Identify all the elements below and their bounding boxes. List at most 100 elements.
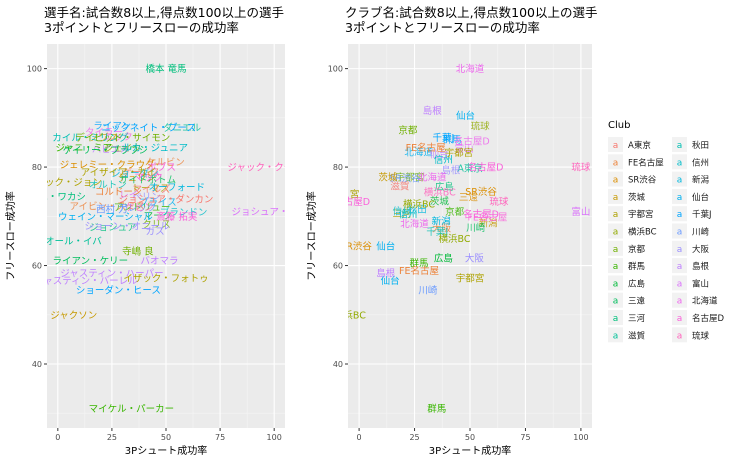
legend-key: a <box>613 314 619 324</box>
x-tick-label: 100 <box>573 433 588 442</box>
overplot-label: ケルビン <box>147 157 185 168</box>
point-label: アイザイア・カイ <box>81 168 157 179</box>
legend-item: a 茨城 <box>608 188 646 204</box>
point-label: ジョシュア・ダンカン <box>119 194 214 206</box>
legend-label: 大阪 <box>692 244 710 255</box>
legend-label: 川崎 <box>692 227 710 238</box>
legend-key-bg <box>672 275 687 291</box>
legend-label: A東京 <box>628 140 651 151</box>
point-label: ジェレミー・クラウダー <box>60 159 165 171</box>
overplot-label: アンドリュー <box>114 203 171 214</box>
x-axis-label: 3Pシュート成功率 <box>429 444 511 457</box>
point-label: ジャスティン・ハーパー <box>60 268 163 279</box>
label-layer: 滋賀大阪三遠新潟三河琉球宇都宮京都茨城川崎広島A東京千葉J信州秋田北海道群馬SR… <box>343 63 591 415</box>
legend-label: 滋賀 <box>628 330 646 341</box>
point-label: カイル・ミリング <box>52 132 129 144</box>
y-tick-label: 40 <box>32 360 42 369</box>
point-label: 群馬 <box>427 403 446 415</box>
legend-item: a 新潟 <box>672 171 710 187</box>
point-label: 島根 <box>376 267 396 279</box>
y-tick-label: 100 <box>27 65 42 74</box>
point-label: 京都 <box>398 125 418 137</box>
overplot-label: ブランドン <box>160 207 208 219</box>
overplot-label: 宇都宮 <box>396 171 425 183</box>
overplot-label: アイビン・スミス <box>69 202 145 213</box>
legend-label: 琉球 <box>692 330 710 341</box>
point-label: 千葉J <box>432 132 454 144</box>
legend-label: 信州 <box>692 157 709 168</box>
legend-label: 広島 <box>628 278 646 289</box>
y-tick-label: 80 <box>32 163 42 172</box>
point-label: 大阪 <box>465 253 485 265</box>
overplot-label: ダニエル <box>163 122 202 134</box>
overplot-label: 大阪 <box>432 223 452 235</box>
point-label: 信州 <box>434 154 453 166</box>
point-label: 琉球 <box>571 162 591 174</box>
overplot-label: 広島 <box>435 181 454 193</box>
overplot-label: FE名古屋 <box>467 212 507 224</box>
point-label: ジャック・クーリー <box>227 163 312 174</box>
point-label: 横浜BC <box>438 233 470 245</box>
overplot-label: クリス <box>142 220 171 231</box>
legend-key-bg <box>608 206 623 222</box>
overplot-label: ハビエル <box>92 144 131 155</box>
legend-key: a <box>613 331 619 341</box>
legend-key: a <box>677 314 683 324</box>
legend-item: a 三遠 <box>608 292 646 308</box>
legend-label: 仙台 <box>692 192 709 203</box>
chart-title-line: クラブ名:試合数8以上,得点数100以上の選手 <box>345 5 598 20</box>
point-label: リック・ジョン <box>35 177 101 188</box>
legend-key: a <box>613 210 619 220</box>
legend-key-bg <box>608 171 623 187</box>
legend-key: a <box>613 297 619 307</box>
point-label: 宮 <box>350 189 360 201</box>
legend-label: 群馬 <box>628 261 645 272</box>
legend: Club a A東京 a FE名古屋 a SR渋谷 a 茨城 a 宇都宮 a 横浜BC a 京都 a 群馬 a 広島… <box>608 120 725 343</box>
point-label: 信州 <box>398 208 417 220</box>
legend-key-bg <box>672 292 687 308</box>
point-label: マイケル・パーカー <box>89 404 175 415</box>
legend-key: a <box>677 141 683 151</box>
legend-key: a <box>613 141 619 151</box>
point-label: 群馬 <box>409 258 428 270</box>
legend-item: a 大阪 <box>672 240 710 256</box>
point-label: ユ・ワカシ <box>38 192 86 203</box>
point-label: デイビッド・サイモン <box>75 132 170 144</box>
overplot-label: レイ <box>119 190 138 201</box>
x-tick-label: 100 <box>267 433 282 442</box>
overplot-label: ジェイク <box>104 143 142 154</box>
overplot-label: ゲームス <box>122 166 160 178</box>
point-label: 浜BC <box>343 310 366 321</box>
legend-item: a 三河 <box>608 310 646 325</box>
legend-key-bg <box>672 171 687 187</box>
point-label: ズ・ジャクソン <box>31 309 97 321</box>
legend-item: a 秋田 <box>672 137 709 152</box>
chart-title-line: 3ポイントとフリースローの成功率 <box>44 20 239 35</box>
legend-item: a 仙台 <box>672 188 709 204</box>
legend-label: 三遠 <box>628 296 646 307</box>
legend-item: a 滋賀 <box>608 327 646 343</box>
legend-label: 秋田 <box>692 140 709 151</box>
legend-key: a <box>677 245 683 255</box>
legend-label: 京都 <box>628 244 646 255</box>
legend-label: SR渋谷 <box>628 175 657 186</box>
point-label: 宇都宮 <box>456 272 485 284</box>
overplot-label: 三河 <box>392 208 412 220</box>
legend-key: a <box>613 176 619 186</box>
legend-item: a 千葉J <box>672 206 712 222</box>
point-label: ニックネイト・ブース <box>101 122 196 134</box>
chart-title-line: 選手名:試合数8以上,得点数100以上の選手 <box>44 5 284 20</box>
overplot-label: 滋賀 <box>390 181 409 193</box>
point-label: SR渋谷 <box>465 186 497 198</box>
y-axis-label: フリースロー成功率 <box>305 191 318 281</box>
legend-key-bg <box>608 223 623 239</box>
point-label: ジャスティン・バーレル <box>34 276 138 287</box>
legend-key: a <box>677 210 683 220</box>
legend-label: 茨城 <box>628 192 646 203</box>
point-label: 仙台 <box>376 240 395 252</box>
point-label: ガス <box>146 227 165 238</box>
legend-item: a 富山 <box>672 275 709 291</box>
point-label: R渋谷 <box>346 240 372 252</box>
